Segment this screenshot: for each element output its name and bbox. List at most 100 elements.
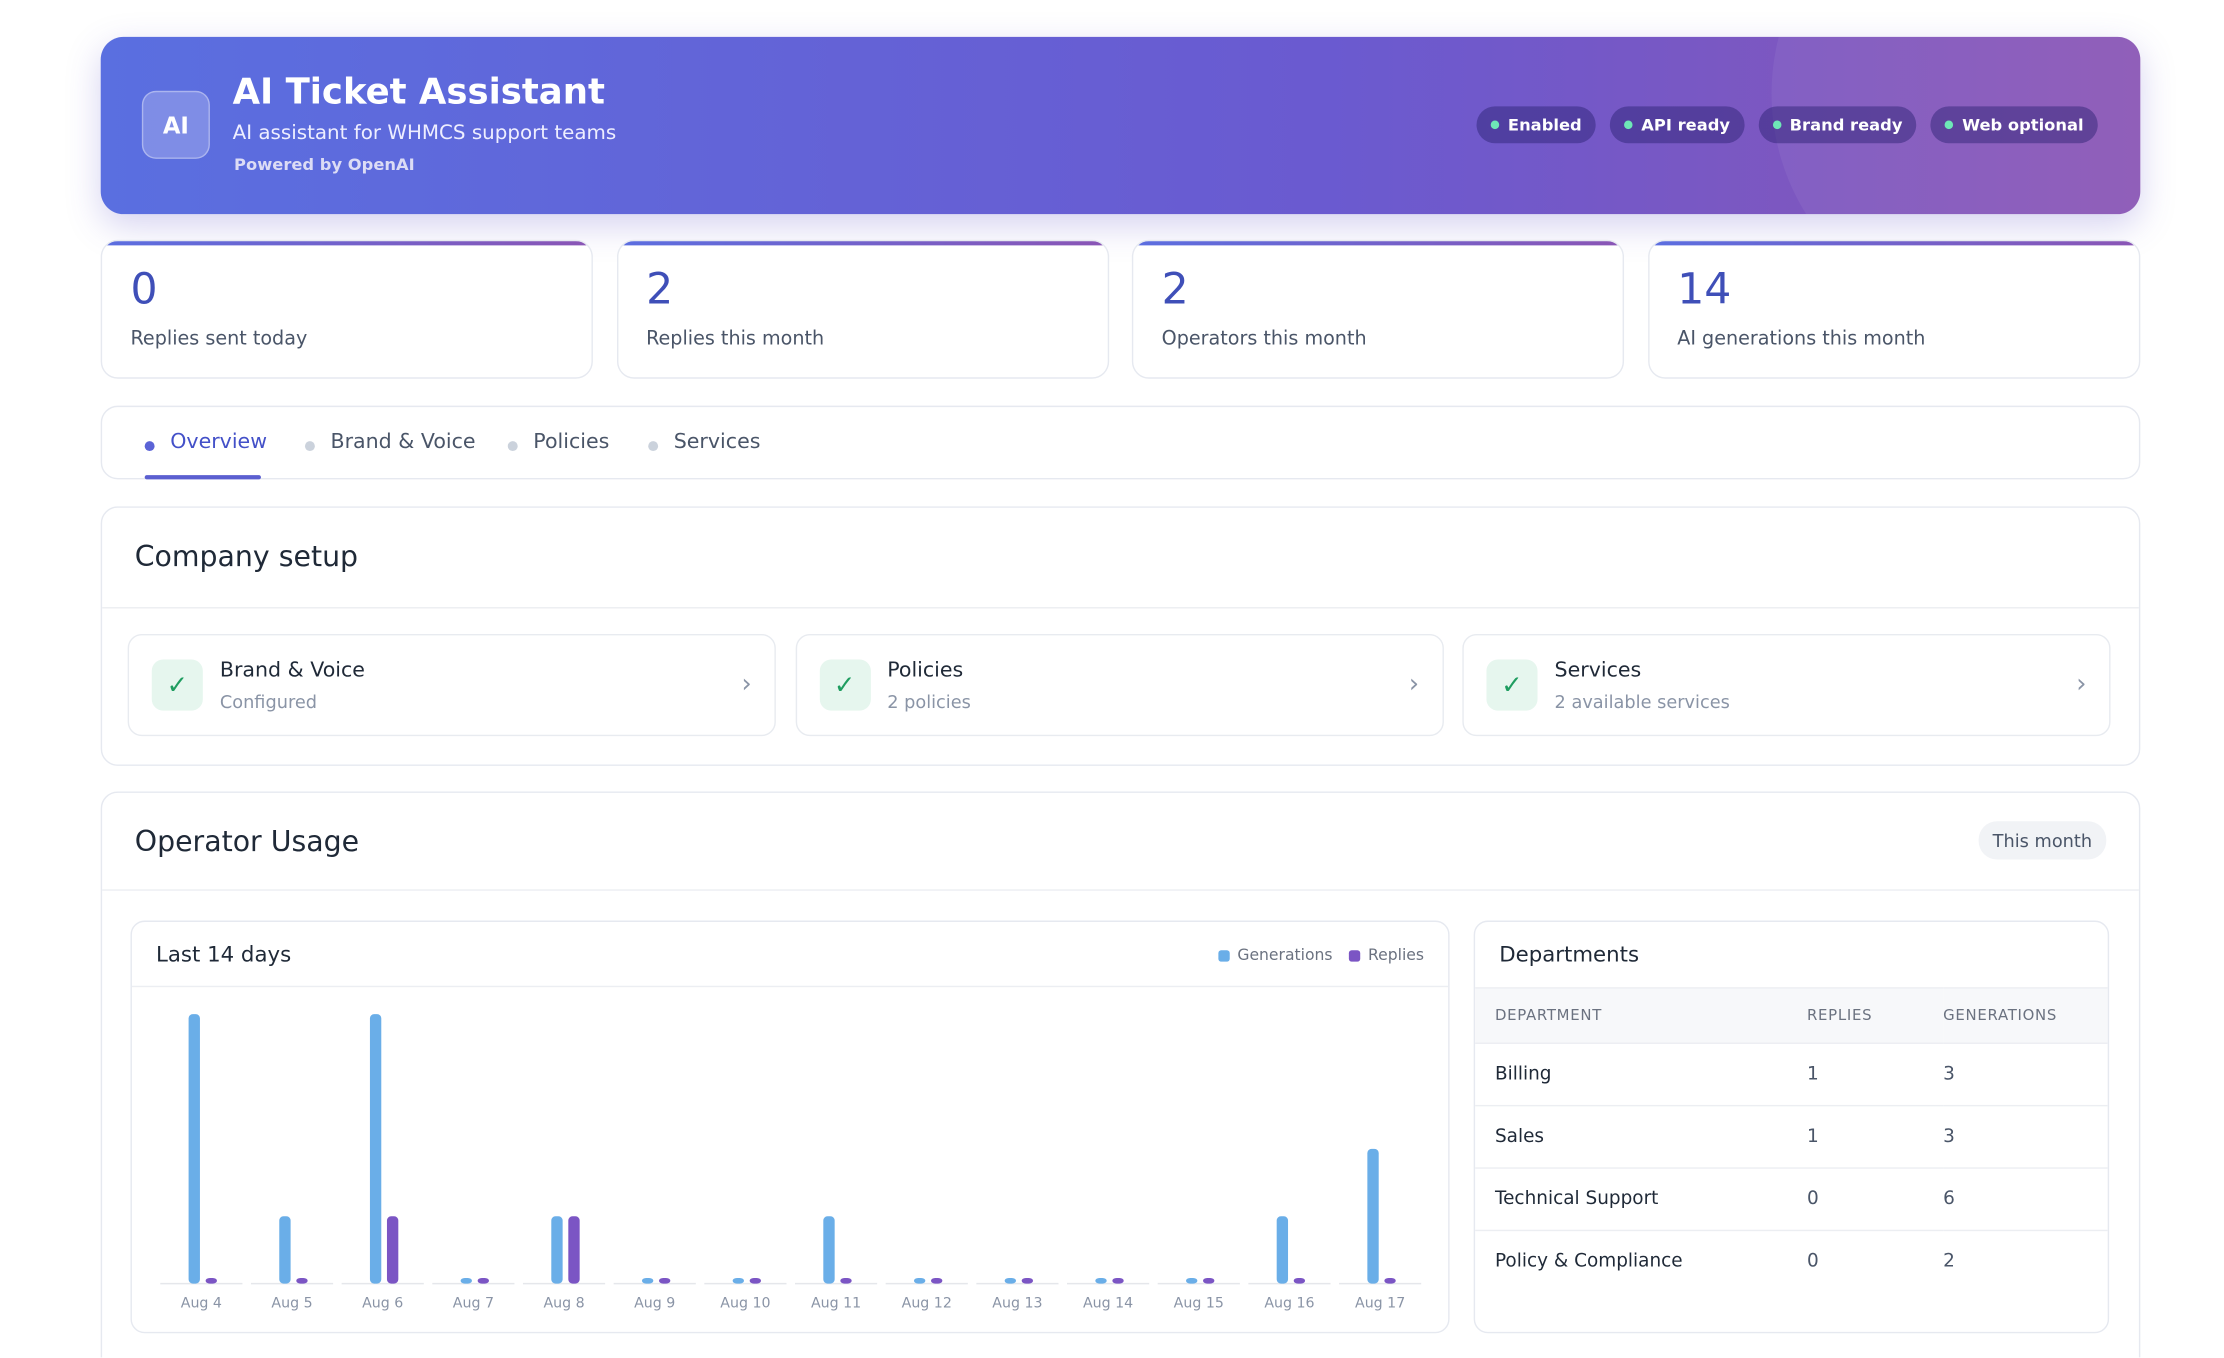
check-icon: ✓ (1486, 659, 1538, 711)
table-row: Billing 1 3 (1475, 1043, 2108, 1107)
bar (641, 1277, 654, 1284)
bar (1203, 1277, 1215, 1284)
column-header: GENERATIONS (1943, 987, 2108, 1044)
table-cell: Technical Support (1475, 1168, 1808, 1232)
divider (131, 985, 1449, 988)
divider (102, 607, 2139, 609)
table-cell: 3 (1943, 1105, 2108, 1169)
bar (568, 1216, 580, 1284)
table-row: Policy & Compliance 0 2 (1475, 1230, 2108, 1292)
x-tick-label: Aug 16 (1264, 1296, 1314, 1312)
bar (1384, 1277, 1396, 1284)
item-title: Brand & Voice (219, 659, 365, 683)
bar (1186, 1277, 1198, 1284)
chevron: › (2076, 669, 2087, 700)
x-tick-label: Aug 8 (543, 1296, 584, 1312)
stat-card: 2 Replies this month (616, 239, 1109, 379)
x-tick-label: Aug 12 (902, 1296, 952, 1312)
stat-label: Replies sent today (130, 327, 308, 351)
chart-panel: Last 14 days Generations Replies Aug 4 Aug 5… (130, 920, 1450, 1334)
stat-card: 0 Replies sent today (100, 239, 593, 379)
tabs-bar: Overview Brand & Voice Policies Services (100, 405, 2141, 480)
stat-card: 14 AI generations this month (1647, 239, 2140, 379)
setup-item[interactable]: ✓ Brand & Voice Configured › (127, 634, 776, 737)
stat-value: 2 (1161, 265, 1189, 315)
bar (1004, 1277, 1017, 1284)
stat-label: Replies this month (646, 327, 825, 351)
x-tick-label: Aug 9 (634, 1296, 675, 1312)
bar (1112, 1277, 1124, 1284)
header-row: DEPARTMENT REPLIES GENERATIONS (1475, 987, 2108, 1044)
badge: Web optional (1930, 106, 2098, 144)
table-row: Sales 1 3 (1475, 1105, 2108, 1169)
legend-label: Replies (1367, 946, 1425, 965)
x-tick-label: Aug 10 (720, 1296, 770, 1312)
tab[interactable]: Overview (144, 431, 267, 454)
table-cell: Billing (1475, 1043, 1808, 1107)
bar (460, 1277, 472, 1284)
table-cell: 1 (1807, 1105, 1944, 1169)
stat-label: Operators this month (1161, 327, 1367, 351)
bar (296, 1277, 308, 1284)
departments-panel: Departments DEPARTMENT REPLIES GENERATIONS B… (1473, 920, 2110, 1334)
powered: Powered by OpenAI (234, 154, 415, 175)
table-cell: 0 (1807, 1168, 1944, 1232)
column-header: DEPARTMENT (1475, 987, 1808, 1044)
item-subtitle: Configured (219, 690, 318, 713)
x-tick-label: Aug 5 (271, 1296, 312, 1312)
logo: AI (141, 90, 210, 159)
tab[interactable]: Brand & Voice (304, 431, 476, 454)
departments-table: DEPARTMENT REPLIES GENERATIONS Billing 1 3 Sal… (1475, 987, 2108, 1293)
bar (931, 1277, 943, 1284)
x-tick-label: Aug 4 (181, 1296, 222, 1312)
x-tick-label: Aug 15 (1174, 1296, 1224, 1312)
bar (386, 1216, 399, 1284)
bar (188, 1014, 200, 1284)
divider (102, 889, 2139, 891)
badge: Enabled (1476, 106, 1596, 144)
stat-label: AI generations this month (1677, 327, 1926, 351)
stat-value: 14 (1677, 265, 1732, 315)
setup-item[interactable]: ✓ Policies 2 policies › (794, 634, 1444, 737)
bar (1293, 1277, 1306, 1284)
header: AI AI Ticket Assistant AI assistant for WH… (100, 36, 2141, 215)
bar (658, 1277, 671, 1284)
table-cell: Sales (1475, 1105, 1808, 1169)
section-title: Operator Usage (134, 824, 360, 859)
bar (749, 1277, 762, 1284)
tab[interactable]: Services (648, 431, 760, 454)
x-tick-label: Aug 14 (1083, 1296, 1133, 1312)
tab[interactable]: Policies (507, 431, 609, 454)
x-tick-label: Aug 11 (811, 1296, 861, 1312)
setup-item[interactable]: ✓ Services 2 available services › (1462, 634, 2111, 737)
badge: Brand ready (1758, 106, 1917, 144)
bar (369, 1014, 382, 1284)
table-cell: Policy & Compliance (1494, 1251, 1683, 1273)
subtitle: AI assistant for WHMCS support teams (232, 121, 617, 145)
x-tick-label: Aug 7 (453, 1296, 494, 1312)
period-pill: This month (1978, 821, 2107, 860)
item-title: Policies (887, 659, 964, 683)
bar (477, 1277, 489, 1284)
departments-title: Departments (1499, 941, 1640, 968)
item-subtitle: 2 available services (1554, 690, 1730, 713)
check-icon: ✓ (151, 659, 203, 711)
bar (913, 1277, 926, 1284)
section-title: Company setup (134, 538, 359, 574)
stat-value: 2 (646, 265, 674, 315)
item-subtitle: 2 policies (887, 690, 971, 713)
bar (551, 1216, 563, 1284)
tab-underline (144, 475, 261, 480)
x-tick-label: Aug 6 (362, 1296, 403, 1312)
table-cell: 1 (1807, 1043, 1944, 1107)
badge: API ready (1610, 106, 1745, 144)
header-circle (1771, 36, 2141, 215)
bar (1367, 1148, 1379, 1284)
bar (1276, 1216, 1289, 1284)
legend: Generations Replies (1218, 946, 1425, 965)
chevron: › (741, 669, 752, 700)
legend-label: Generations (1237, 946, 1333, 965)
legend-item: Generations (1218, 946, 1333, 965)
title: AI Ticket Assistant (232, 70, 605, 113)
